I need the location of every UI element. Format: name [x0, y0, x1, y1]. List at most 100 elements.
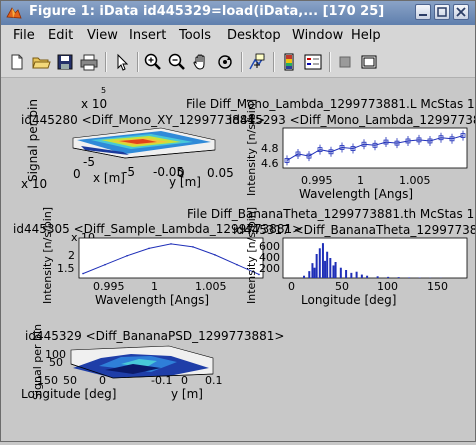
bar: [319, 248, 321, 278]
plot4-axes-box: [283, 238, 467, 278]
bar: [308, 271, 310, 278]
toolbar-separator: [273, 52, 275, 72]
bar: [350, 273, 352, 278]
bar: [398, 277, 400, 278]
bar: [366, 276, 368, 278]
plot3-ytick-0: 2: [68, 249, 75, 262]
plot3-xlabel: Wavelength [Angs]: [95, 293, 209, 307]
rotate-3d-icon[interactable]: [215, 52, 235, 72]
bar: [387, 277, 389, 278]
toolbar-separator: [137, 52, 139, 72]
maximize-button[interactable]: [434, 4, 450, 20]
data-point: [236, 264, 238, 266]
close-icon: [456, 7, 466, 17]
plot1-ylabel: Signal per bin: [26, 99, 40, 182]
menu-desktop[interactable]: Desktop: [227, 28, 281, 43]
bar: [332, 265, 334, 278]
zoom-in-icon[interactable]: [143, 52, 163, 72]
plot2-xlabel: Wavelength [Angs]: [299, 187, 413, 201]
pan-hand-icon[interactable]: [191, 52, 211, 72]
plot2-xtick-1: 1: [357, 174, 364, 187]
bar: [324, 261, 326, 278]
bar: [326, 252, 328, 278]
plot1-exponent-top: x 10: [81, 97, 107, 111]
plot5-axes: id445329 <Diff_BananaPSD_1299773881> 100…: [21, 324, 284, 401]
pointer-icon[interactable]: [112, 52, 132, 72]
bar: [329, 258, 331, 278]
data-cursor-icon[interactable]: [247, 52, 267, 72]
bar: [314, 268, 316, 278]
plot2-header: File Diff_Mono_Lambda_1299773881.L McSta…: [186, 97, 475, 111]
toolbar-separator: [241, 52, 243, 72]
plot1-tick-a: -5: [83, 155, 95, 169]
figure-svg: 5 x 10 id445280 <Diff_Mono_XY_1299773881…: [1, 78, 475, 441]
bar: [356, 272, 358, 278]
menu-edit[interactable]: Edit: [48, 28, 73, 43]
plot3-xtick-0: 0.995: [93, 280, 125, 293]
bar: [311, 263, 313, 278]
plot4-xtick-3: 150: [427, 280, 448, 293]
plot2-ytick-0: 4.8: [261, 142, 279, 155]
bar: [303, 276, 305, 278]
menu-view[interactable]: View: [87, 28, 118, 43]
plot2-title: id445293 <Diff_Mono_Lambda_1299773881>: [229, 113, 475, 127]
plot2-axes: File Diff_Mono_Lambda_1299773881.L McSta…: [186, 97, 475, 201]
minimize-button[interactable]: [415, 4, 431, 20]
open-folder-icon[interactable]: [31, 52, 51, 72]
plot5-xtick-4: 0.1: [205, 374, 223, 387]
plot2-xtick-0: 0.995: [301, 174, 333, 187]
plot5-ylabel: Signal per bin: [31, 324, 44, 400]
plot5-xtick-0: 50: [63, 374, 77, 387]
plot1-exponent-power: 5: [101, 86, 106, 95]
window-title: Figure 1: iData id445329=load(iData,... …: [29, 4, 384, 19]
menu-insert[interactable]: Insert: [129, 28, 166, 43]
print-icon[interactable]: [79, 52, 99, 72]
data-point: [82, 273, 84, 275]
plot4-ytick-2: 200: [259, 262, 280, 275]
menu-help[interactable]: Help: [351, 28, 381, 43]
plot5-xtick-1: 0: [99, 374, 106, 387]
zoom-out-icon[interactable]: [167, 52, 187, 72]
title-bar[interactable]: Figure 1: iData id445329=load(iData,... …: [1, 1, 475, 25]
show-plot-tools-icon[interactable]: [359, 52, 379, 72]
figure-toolbar: [1, 47, 475, 78]
plot1-xlabel: x [m]: [93, 171, 125, 185]
toolbar-separator: [329, 52, 331, 72]
matlab-logo-icon: [5, 4, 23, 22]
bar: [345, 270, 347, 278]
bar: [361, 275, 363, 278]
menu-window[interactable]: Window: [292, 28, 343, 43]
plot4-xlabel: Longitude [deg]: [301, 293, 396, 307]
bar: [377, 276, 379, 278]
save-icon[interactable]: [55, 52, 75, 72]
hide-plot-tools-icon[interactable]: [335, 52, 355, 72]
menu-tools[interactable]: Tools: [179, 28, 211, 43]
data-point: [170, 243, 172, 245]
bar: [408, 277, 410, 278]
minimize-icon: [418, 7, 428, 17]
menu-bar: File Edit View Insert Tools Desktop Wind…: [1, 25, 475, 47]
plot5-title: id445329 <Diff_BananaPSD_1299773881>: [25, 329, 284, 343]
close-button[interactable]: [453, 4, 469, 20]
bar: [316, 254, 318, 278]
plot5-ztick-1: 50: [49, 356, 63, 369]
new-file-icon[interactable]: [7, 52, 27, 72]
bar: [322, 243, 324, 278]
plot3-ylabel: Intensity [n/s/bin]: [41, 207, 54, 304]
plot5-xtick-2: -0.1: [151, 374, 172, 387]
plot2-xtick-2: 1.005: [399, 174, 431, 187]
plot4-xtick-2: 100: [377, 280, 398, 293]
plot5-zlabel: y [m]: [171, 387, 203, 401]
plot3-xtick-2: 1.005: [195, 280, 227, 293]
menu-file[interactable]: File: [13, 28, 35, 43]
colorbar-icon[interactable]: [279, 52, 299, 72]
plot1-exponent-side: x 10: [21, 177, 47, 191]
plot3-xtick-1: 1: [151, 280, 158, 293]
plot4-title: id445317 <Diff_BananaTheta_1299773881>: [233, 223, 475, 237]
plot4-xtick-1: 50: [335, 280, 349, 293]
data-point: [192, 246, 194, 248]
legend-icon[interactable]: [303, 52, 323, 72]
data-point: [148, 248, 150, 250]
plot2-ytick-1: 4.6: [261, 157, 279, 170]
